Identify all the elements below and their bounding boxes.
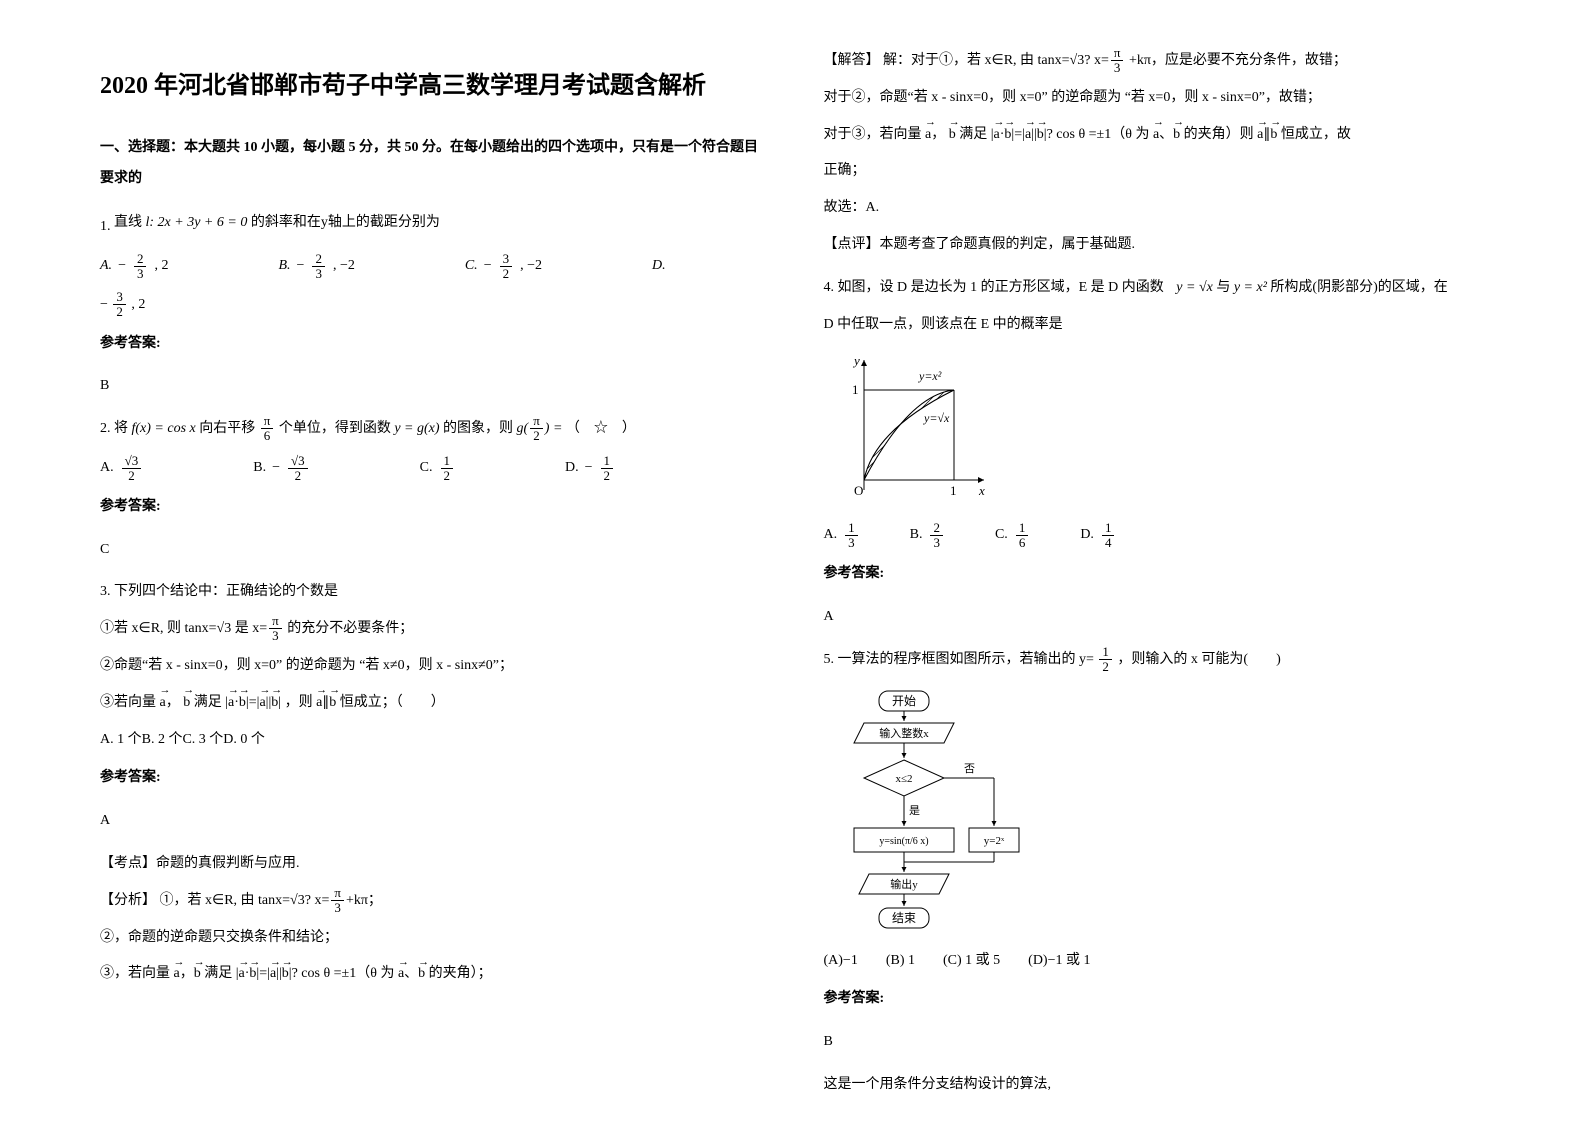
q2-opt-c: C. 12 — [420, 453, 455, 484]
q3-answer-label: 参考答案: — [100, 763, 764, 794]
q3-kaodian: 【考点】命题的真假判断与应用. — [100, 849, 764, 880]
q4-opt-a: A. 13 — [824, 520, 860, 551]
svg-text:y=x²: y=x² — [918, 369, 942, 383]
q3-fenxi-1: 【分析】 ①，若 x∈R, 由 tanx=√3? x=π3+kπ； — [100, 886, 764, 917]
q2-opt-a: A. √32 — [100, 453, 143, 484]
svg-text:y=2ˣ: y=2ˣ — [983, 835, 1004, 847]
q3-answer: A — [100, 806, 764, 837]
svg-text:输入整数x: 输入整数x — [879, 726, 929, 740]
q1-math: l: 2x + 3y + 6 = 0 — [146, 215, 248, 230]
q2-num: 2. — [100, 421, 111, 436]
q2-answer-label: 参考答案: — [100, 492, 764, 523]
q1-num: 1. — [100, 219, 111, 234]
vector-a-icon: a — [160, 688, 166, 719]
q3-p1: ①若 x∈R, 则 tanx=√3 是 x=π3 的充分不必要条件； — [100, 614, 764, 645]
svg-text:结束: 结束 — [891, 911, 915, 925]
guxuan: 故选：A. — [824, 193, 1488, 224]
svg-text:O: O — [854, 483, 863, 498]
q5-options: (A)−1 (B) 1 (C) 1 或 5 (D)−1 或 1 — [824, 946, 1488, 977]
q2-options: A. √32 B. − √32 C. 12 D. − 12 — [100, 453, 764, 484]
svg-text:1: 1 — [950, 483, 957, 498]
q3-options: A. 1 个B. 2 个C. 3 个D. 0 个 — [100, 725, 764, 756]
q2-answer: C — [100, 535, 764, 566]
q4-opt-d: D. 14 — [1080, 520, 1116, 551]
svg-text:y=√x: y=√x — [923, 411, 950, 425]
page-title: 2020 年河北省邯郸市苟子中学高三数学理月考试题含解析 — [100, 60, 764, 113]
q5-explain: 这是一个用条件分支结构设计的算法, — [824, 1070, 1488, 1101]
q5-answer-label: 参考答案: — [824, 984, 1488, 1015]
q5-answer: B — [824, 1027, 1488, 1058]
jieda-3b: 正确； — [824, 156, 1488, 187]
q3-p2: ②命题“若 x - sinx=0，则 x=0” 的逆命题为 “若 x≠0，则 x… — [100, 651, 764, 682]
dianping: 【点评】本题考查了命题真假的判定，属于基础题. — [824, 230, 1488, 261]
svg-text:y=sin(π/6 x): y=sin(π/6 x) — [879, 836, 928, 847]
q4-answer: A — [824, 602, 1488, 633]
question-1: 1. 直线 l: 2x + 3y + 6 = 0 的斜率和在y轴上的截距分别为 — [100, 208, 764, 243]
q3-fenxi-3: ③，若向量 a，b 满足 |a·b|=|a||b|? cos θ =±1（θ 为… — [100, 959, 764, 990]
q1-opt-c: C. − 32 , −2 — [465, 251, 542, 282]
q4-opt-c: C. 16 — [995, 520, 1030, 551]
q4-answer-label: 参考答案: — [824, 559, 1488, 590]
right-column: 【解答】 解：对于①，若 x∈R, 由 tanx=√3? x=π3 +kπ，应是… — [824, 40, 1488, 1107]
q3-p3: ③若向量 a， b 满足 |a·b|=|a||b| ，则 a∥b 恒成立；（ ） — [100, 688, 764, 719]
q1-answer-label: 参考答案: — [100, 329, 764, 360]
svg-text:是: 是 — [909, 804, 920, 817]
q4-stem-c: D 中任取一点，则该点在 E 中的概率是 — [824, 310, 1488, 341]
q4-options: A. 13 B. 23 C. 16 D. 14 — [824, 520, 1488, 551]
svg-text:否: 否 — [964, 763, 975, 775]
q4-num: 4. — [824, 280, 835, 295]
svg-text:开始: 开始 — [891, 694, 915, 708]
svg-text:x: x — [978, 483, 985, 498]
left-column: 2020 年河北省邯郸市苟子中学高三数学理月考试题含解析 一、选择题：本大题共 … — [100, 40, 764, 1107]
q1-stem-pre: 直线 — [114, 215, 142, 230]
question-2: 2. 将 f(x) = cos x 向右平移 π6 个单位，得到函数 y = g… — [100, 414, 764, 445]
q1-answer: B — [100, 371, 764, 402]
q2-opt-d: D. − 12 — [565, 453, 615, 484]
q5-flowchart: 开始 输入整数x x≤2 否 是 y=sin(π/6 x) y=2ˣ — [824, 686, 1054, 936]
vector-b-icon: b — [183, 688, 190, 719]
q1-stem-post: 的斜率和在y轴上的截距分别为 — [251, 215, 440, 230]
question-4: 4. 如图，设 D 是边长为 1 的正方形区域，E 是 D 内函数 y = √x… — [824, 273, 1488, 304]
jieda-3: 对于③，若向量 a， b 满足 |a·b|=|a||b|? cos θ =±1（… — [824, 120, 1488, 151]
q1-opt-b: B. − 23 , −2 — [278, 251, 354, 282]
q1-opt-d: D. — [652, 251, 666, 282]
question-3: 3. 下列四个结论中：正确结论的个数是 — [100, 577, 764, 608]
q5-num: 5. — [824, 652, 835, 667]
exam-page: 2020 年河北省邯郸市苟子中学高三数学理月考试题含解析 一、选择题：本大题共 … — [0, 0, 1587, 1147]
q1-opt-d-cont: − 32 , 2 — [100, 290, 764, 321]
q1-options: A. − 23 , 2 B. − 23 , −2 C. − 32 , −2 D. — [100, 251, 764, 282]
question-5: 5. 一算法的程序框图如图所示，若输出的 y= 12 ，则输入的 x 可能为( … — [824, 645, 1488, 676]
q1-opt-a: A. − 23 , 2 — [100, 251, 168, 282]
q4-graph: O 1 1 x y y=x² y=√x — [824, 350, 1004, 510]
svg-text:输出y: 输出y — [890, 877, 918, 891]
q3-num: 3. — [100, 584, 111, 599]
q4-opt-b: B. 23 — [910, 520, 945, 551]
q2-opt-b: B. − √32 — [253, 453, 309, 484]
jieda-1: 【解答】 解：对于①，若 x∈R, 由 tanx=√3? x=π3 +kπ，应是… — [824, 46, 1488, 77]
section-intro: 一、选择题：本大题共 10 小题，每小题 5 分，共 50 分。在每小题给出的四… — [100, 133, 764, 195]
svg-text:1: 1 — [852, 382, 859, 397]
svg-text:x≤2: x≤2 — [895, 773, 912, 785]
svg-text:y: y — [852, 353, 860, 368]
